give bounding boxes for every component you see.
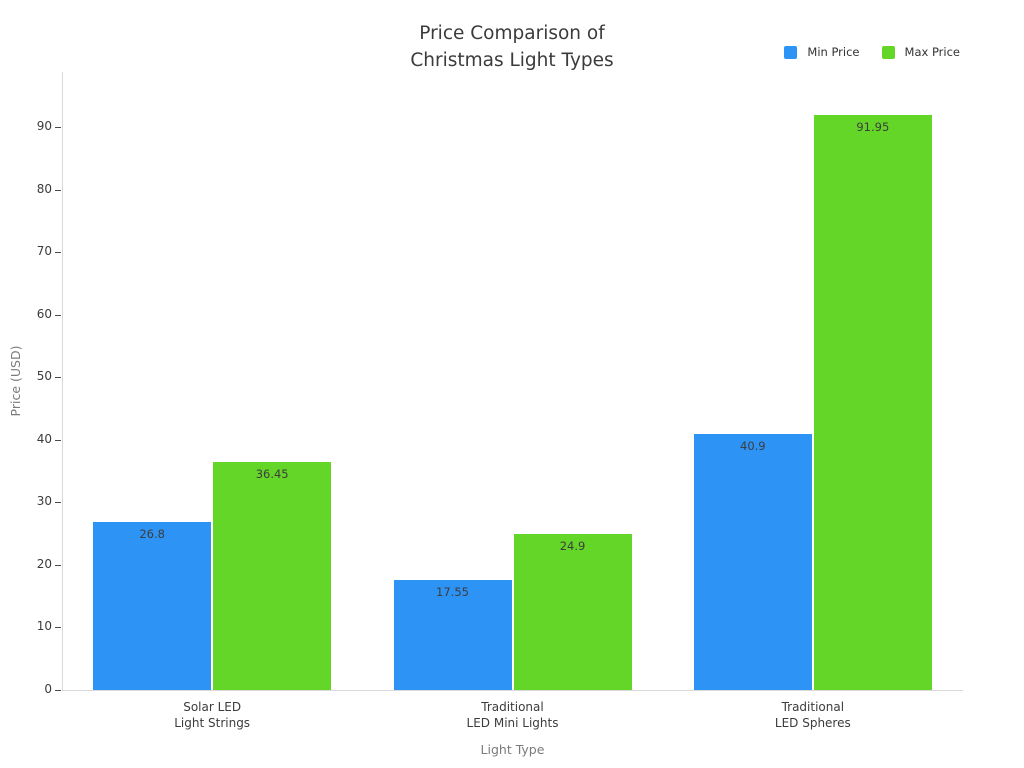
y-tick-mark xyxy=(55,252,61,254)
bar-max-price xyxy=(513,534,632,690)
x-category-label: Traditional LED Mini Lights xyxy=(466,700,559,730)
legend-item-max-price: Max Price xyxy=(881,45,960,59)
y-tick-label: 30 xyxy=(36,494,52,509)
x-axis-title: Light Type xyxy=(480,742,545,757)
y-tick-label: 10 xyxy=(36,619,52,634)
y-tick-mark xyxy=(55,127,61,129)
bar-min-price xyxy=(393,580,512,690)
bar-value-label: 36.45 xyxy=(255,467,289,481)
y-tick-mark xyxy=(55,377,61,379)
y-tick-mark xyxy=(55,439,61,441)
y-tick-label: 0 xyxy=(44,682,52,696)
y-tick-label: 20 xyxy=(36,556,52,571)
y-tick-label: 40 xyxy=(36,431,52,446)
y-tick-mark xyxy=(55,627,61,629)
bar-value-label: 17.55 xyxy=(436,585,469,600)
y-tick-mark xyxy=(55,564,61,566)
min-price-swatch-icon xyxy=(784,45,798,59)
x-category-label: Traditional LED Spheres xyxy=(774,700,851,730)
legend-label-min-price: Min Price xyxy=(807,45,860,59)
max-price-swatch-icon xyxy=(881,45,895,59)
y-tick-mark xyxy=(55,502,61,504)
y-tick-mark xyxy=(55,314,61,316)
bar-max-price xyxy=(813,114,932,690)
legend: Min Price Max Price xyxy=(784,45,960,59)
y-tick-label: 60 xyxy=(36,306,52,321)
x-axis-line xyxy=(62,690,963,691)
bar-value-label: 91.95 xyxy=(856,119,890,134)
y-tick-label: 90 xyxy=(36,119,52,134)
y-tick-label: 80 xyxy=(36,181,52,196)
y-tick-label: 50 xyxy=(36,369,52,384)
x-category-label: Solar LED Light Strings xyxy=(174,700,251,730)
chart-title: Price Comparison of Christmas Light Type… xyxy=(410,23,614,71)
bar-value-label: 24.9 xyxy=(559,539,586,554)
legend-item-min-price: Min Price xyxy=(784,45,860,59)
y-tick-mark xyxy=(55,690,61,691)
bar-value-label: 26.8 xyxy=(139,527,165,542)
bar-max-price xyxy=(213,462,332,690)
y-tick-label: 70 xyxy=(36,244,52,259)
bar-value-label: 40.9 xyxy=(740,439,766,454)
bar-min-price xyxy=(693,434,812,690)
legend-label-max-price: Max Price xyxy=(904,45,960,59)
bar-min-price xyxy=(93,522,212,690)
y-axis-line xyxy=(62,72,63,690)
y-tick-mark xyxy=(55,189,61,191)
